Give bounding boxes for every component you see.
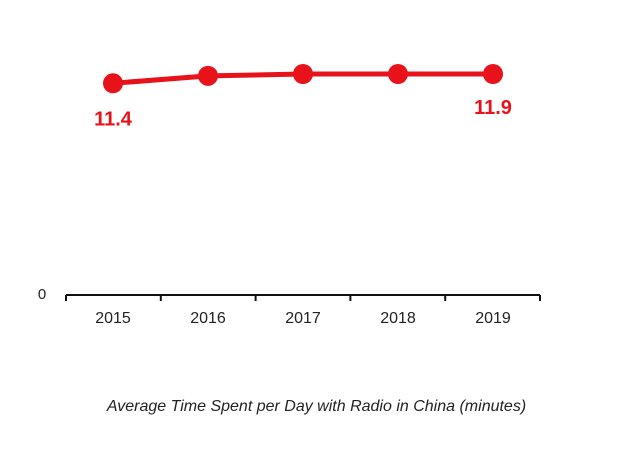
data-point <box>293 64 313 84</box>
x-axis: 2015 2016 2017 2018 2019 0 <box>38 286 541 327</box>
y-axis-zero-label: 0 <box>38 286 46 303</box>
x-tick-label: 2015 <box>95 310 131 327</box>
x-tick-label: 2016 <box>190 310 226 327</box>
data-labels: 11.4 11.9 <box>94 97 512 130</box>
data-point <box>198 65 218 86</box>
data-point <box>103 73 123 94</box>
data-point <box>388 64 408 84</box>
x-tick-label: 2017 <box>285 310 321 327</box>
data-label: 11.9 <box>474 97 512 119</box>
data-label: 11.4 <box>94 108 133 130</box>
data-point <box>483 64 503 84</box>
x-tick-label: 2018 <box>380 310 416 327</box>
line-chart: 2015 2016 2017 2018 2019 0 11.4 11.9 <box>38 64 541 327</box>
data-points <box>103 64 503 94</box>
x-tick-label: 2019 <box>475 310 511 327</box>
chart-caption: Average Time Spent per Day with Radio in… <box>106 398 527 415</box>
